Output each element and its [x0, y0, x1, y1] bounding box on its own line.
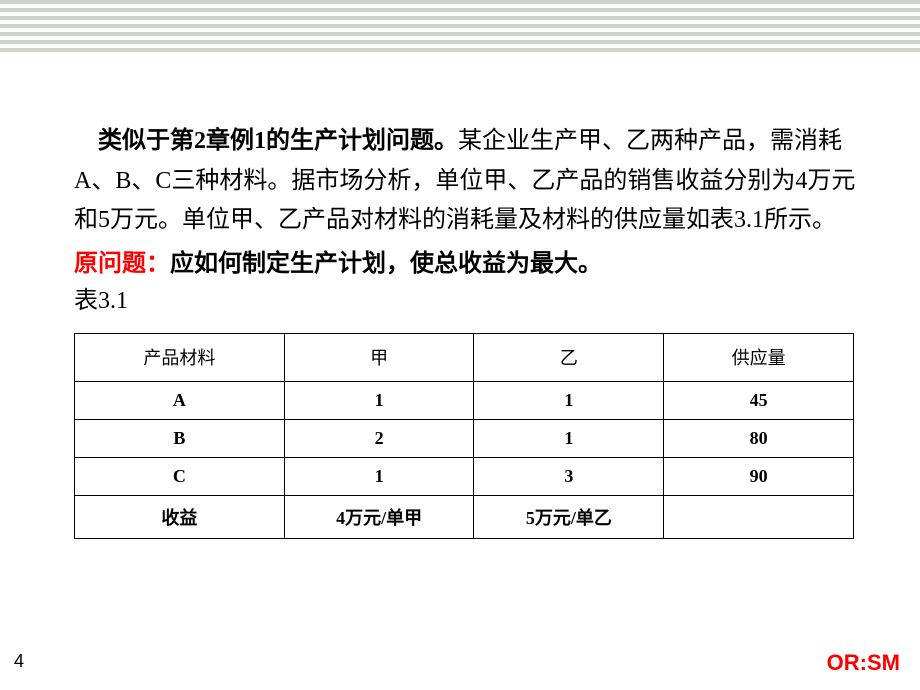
- table-header-row: 产品材料 甲 乙 供应量: [75, 333, 854, 381]
- th-yi: 乙: [474, 333, 664, 381]
- cell: 1: [284, 381, 474, 419]
- cell: 4万元/单甲: [284, 495, 474, 538]
- paragraph: 类似于第2章例1的生产计划问题。某企业生产甲、乙两种产品，需消耗A、B、C三种材…: [74, 122, 860, 241]
- cell: B: [75, 419, 285, 457]
- th-supply: 供应量: [664, 333, 854, 381]
- lead-bold: 类似于第2章例1的生产计划问题。: [98, 128, 458, 154]
- page-number: 4: [14, 651, 24, 672]
- orig-line: 原问题：应如何制定生产计划，使总收益为最大。: [74, 243, 860, 278]
- cell: 3: [474, 457, 664, 495]
- cell: 90: [664, 457, 854, 495]
- cell: C: [75, 457, 285, 495]
- header-stripes: [0, 0, 920, 52]
- th-jia: 甲: [284, 333, 474, 381]
- orig-label: 原问题：: [74, 251, 170, 277]
- data-table: 产品材料 甲 乙 供应量 A 1 1 45 B 2 1 80 C 1 3 9: [74, 333, 854, 539]
- table-row: B 2 1 80: [75, 419, 854, 457]
- cell: 2: [284, 419, 474, 457]
- orig-text: 应如何制定生产计划，使总收益为最大。: [170, 251, 602, 277]
- cell: 1: [474, 419, 664, 457]
- content-area: 类似于第2章例1的生产计划问题。某企业生产甲、乙两种产品，需消耗A、B、C三种材…: [0, 52, 920, 539]
- cell: 1: [284, 457, 474, 495]
- cell: 45: [664, 381, 854, 419]
- th-product-material: 产品材料: [75, 333, 285, 381]
- table-label: 表3.1: [74, 280, 860, 315]
- table-row: A 1 1 45: [75, 381, 854, 419]
- cell: 收益: [75, 495, 285, 538]
- slide: 类似于第2章例1的生产计划问题。某企业生产甲、乙两种产品，需消耗A、B、C三种材…: [0, 0, 920, 690]
- footer-right: OR:SM: [827, 650, 900, 676]
- cell: 5万元/单乙: [474, 495, 664, 538]
- cell: A: [75, 381, 285, 419]
- table-row: C 1 3 90: [75, 457, 854, 495]
- cell: [664, 495, 854, 538]
- table-row: 收益 4万元/单甲 5万元/单乙: [75, 495, 854, 538]
- cell: 80: [664, 419, 854, 457]
- cell: 1: [474, 381, 664, 419]
